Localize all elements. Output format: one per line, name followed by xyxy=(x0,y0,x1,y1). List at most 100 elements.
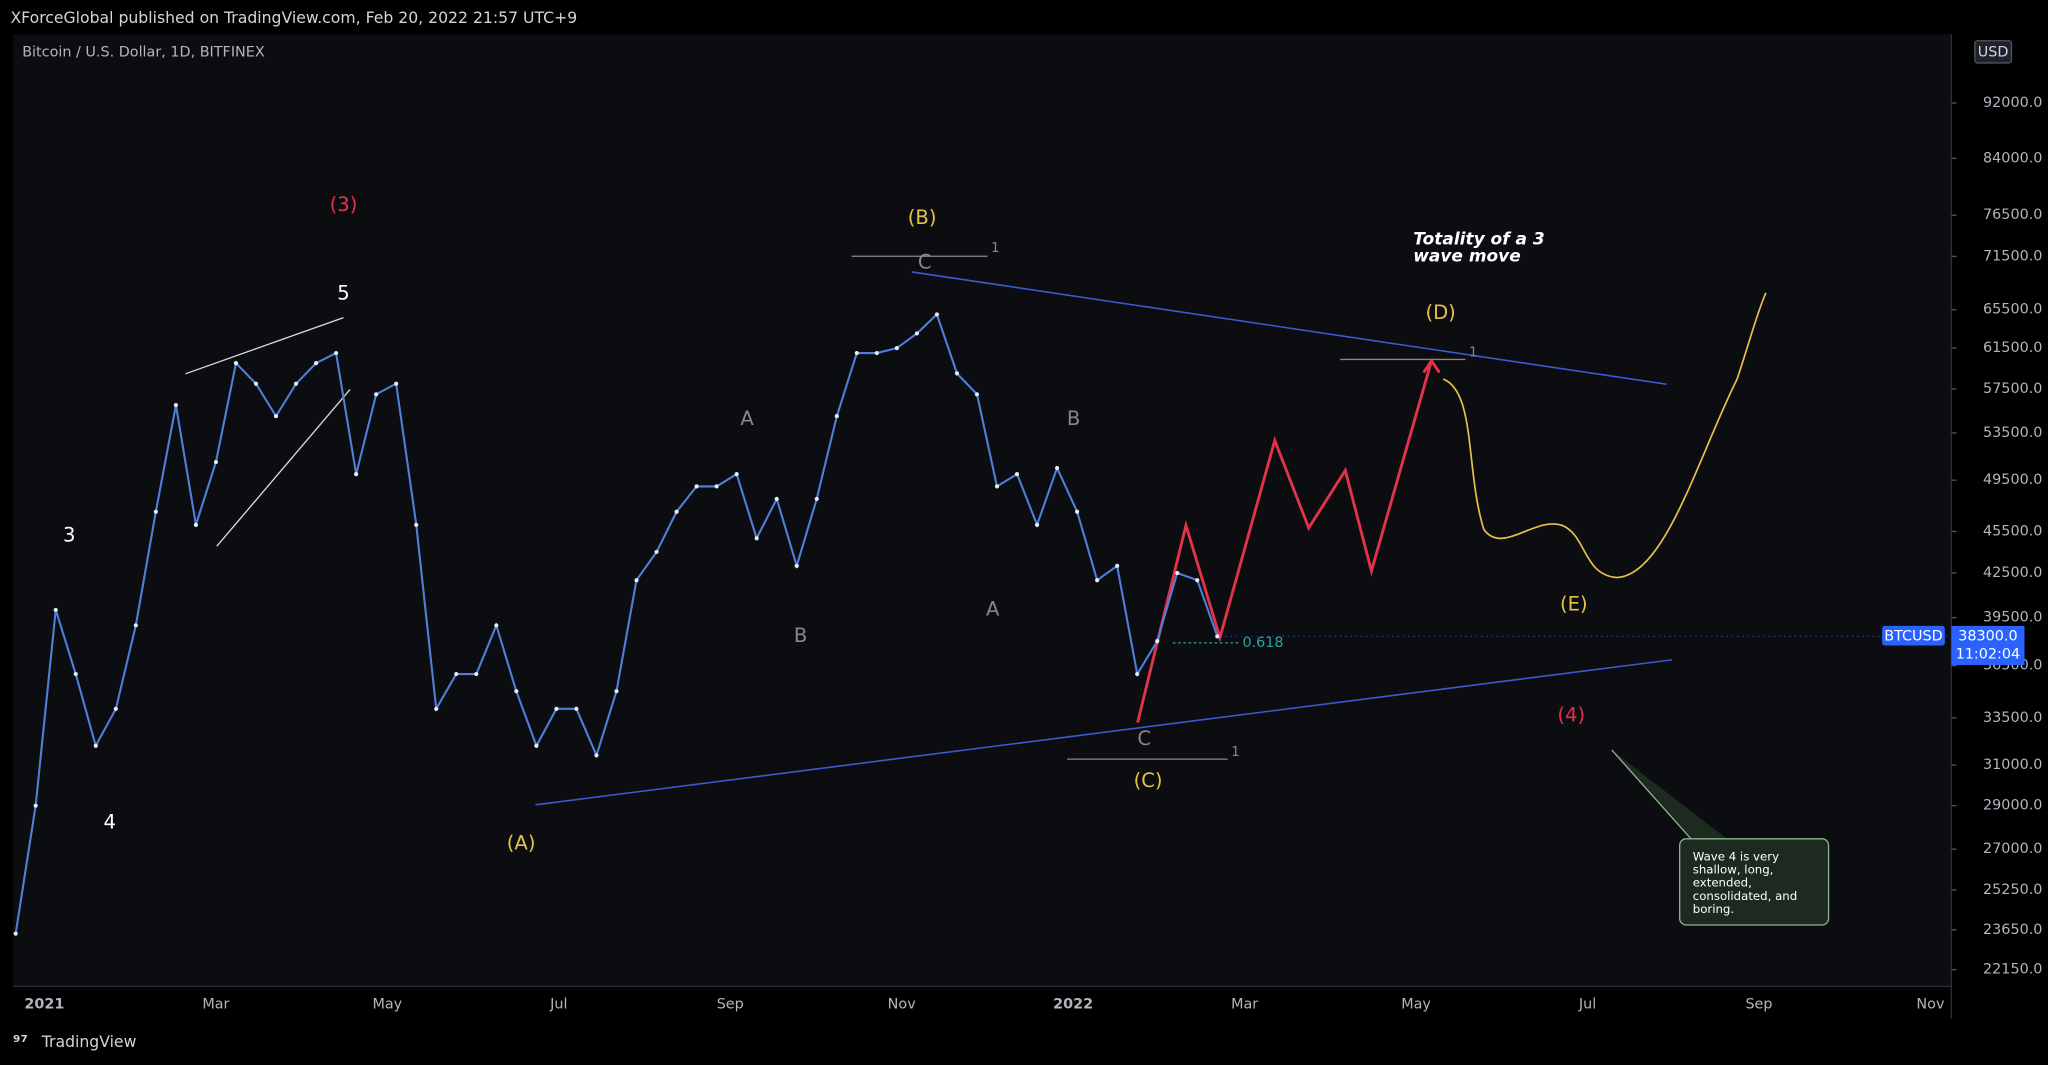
price-point xyxy=(1115,563,1120,568)
fib-label: 0.618 xyxy=(1242,635,1283,651)
level-label: 1 xyxy=(1231,745,1239,760)
price-point xyxy=(514,689,519,694)
price-point xyxy=(173,403,178,408)
y-tick-label: 33500.0 xyxy=(1983,710,2042,726)
price-point xyxy=(253,381,259,386)
price-point xyxy=(193,522,199,527)
callout-line: consolidated, and xyxy=(1693,889,1797,903)
drawings xyxy=(185,255,1830,926)
wave-label: (A) xyxy=(507,832,536,855)
trend-line xyxy=(185,317,344,375)
wave-label: (D) xyxy=(1425,301,1455,324)
y-tick-label: 42500.0 xyxy=(1983,565,2042,581)
price-point xyxy=(674,509,679,514)
price-point xyxy=(494,623,499,628)
price-series xyxy=(13,312,1220,936)
price-point xyxy=(1075,509,1080,514)
brand-logo: ⁹⁷ xyxy=(13,1033,28,1053)
price-point xyxy=(834,413,839,419)
x-tick-label: 2021 xyxy=(24,997,64,1013)
price-point xyxy=(654,549,659,554)
annotations: (3) 5 3 4 (B) C A B B A C (C) (A) (D) (E… xyxy=(63,193,1588,855)
y-tick-label: 71500.0 xyxy=(1983,248,2042,264)
price-point xyxy=(1215,634,1220,639)
price-point xyxy=(153,509,158,514)
symbol-title: Bitcoin / U.S. Dollar, 1D, BITFINEX xyxy=(22,45,265,61)
price-point xyxy=(1054,465,1060,471)
y-tick-label: 25250.0 xyxy=(1983,882,2042,898)
price-point xyxy=(313,361,319,366)
price-point xyxy=(814,496,819,502)
x-tick-label: Sep xyxy=(717,997,744,1013)
wave-label: (C) xyxy=(1134,769,1163,792)
x-tick-label: Nov xyxy=(1916,997,1945,1013)
trend-line xyxy=(216,389,351,547)
trend-line xyxy=(535,659,1672,806)
symbol-label: BTCUSD xyxy=(1884,628,1943,644)
y-tick-label: 84000.0 xyxy=(1983,150,2042,166)
y-tick-label: 65500.0 xyxy=(1983,302,2042,318)
price-point xyxy=(33,803,38,808)
trend-line xyxy=(911,271,1667,386)
publish-info: XForceGlobal published on TradingView.co… xyxy=(10,8,577,27)
callout-line: shallow, long, xyxy=(1693,863,1774,877)
price-point xyxy=(474,671,479,677)
arrow-head xyxy=(1422,358,1441,374)
price-point xyxy=(774,496,779,502)
price-point xyxy=(414,522,419,527)
price-point xyxy=(334,350,339,356)
price-point xyxy=(594,753,599,758)
wave-label: B xyxy=(794,624,807,647)
price-point xyxy=(1175,570,1180,576)
wave-label: A xyxy=(740,407,754,430)
price-point xyxy=(894,346,899,351)
price-point xyxy=(534,743,539,748)
price-point xyxy=(714,484,719,489)
price-point xyxy=(1155,639,1160,644)
x-tick-label: May xyxy=(372,997,402,1013)
level-label: 1 xyxy=(991,241,999,256)
price-point xyxy=(734,472,739,477)
wave-label: B xyxy=(1067,407,1080,430)
y-tick-label: 92000.0 xyxy=(1983,95,2042,111)
y-tick-label: 29000.0 xyxy=(1983,798,2042,814)
y-tick-label: 27000.0 xyxy=(1983,841,2042,857)
price-point xyxy=(454,671,459,677)
price-point xyxy=(434,706,439,711)
price-point xyxy=(13,931,18,936)
price-point xyxy=(914,331,919,336)
y-tick-label: 49500.0 xyxy=(1983,472,2042,488)
price-point xyxy=(634,578,639,583)
currency-badge[interactable] xyxy=(1974,40,2013,64)
price-point xyxy=(273,413,279,419)
price-point xyxy=(614,689,619,694)
wave-label: A xyxy=(986,598,1000,621)
price-point xyxy=(93,743,98,748)
wave-label: (3) xyxy=(330,193,358,216)
wave-label: (E) xyxy=(1560,592,1588,615)
x-tick-label: Mar xyxy=(1231,997,1258,1013)
price-point xyxy=(213,459,219,465)
x-tick-label: May xyxy=(1401,997,1431,1013)
price-point xyxy=(374,392,379,397)
currency: USD xyxy=(1978,45,2009,61)
price-point xyxy=(954,371,960,376)
price-point xyxy=(53,607,58,613)
price-point xyxy=(1034,522,1040,527)
callout-line: Wave 4 is very xyxy=(1693,850,1779,864)
x-tick-label: Nov xyxy=(888,997,917,1013)
price-point xyxy=(233,361,239,366)
level-label: 1 xyxy=(1469,345,1477,360)
price-tag: BTCUSD 38300.0 11:02:04 xyxy=(1219,625,2025,666)
chart-pane xyxy=(13,34,1952,987)
wave-label: 3 xyxy=(63,523,75,546)
price-point xyxy=(694,484,699,489)
price-badge xyxy=(1951,625,2025,666)
price-point xyxy=(1014,472,1020,477)
y-tick-label: 23650.0 xyxy=(1983,922,2042,938)
price-point xyxy=(133,623,138,628)
price-point xyxy=(1135,671,1140,677)
